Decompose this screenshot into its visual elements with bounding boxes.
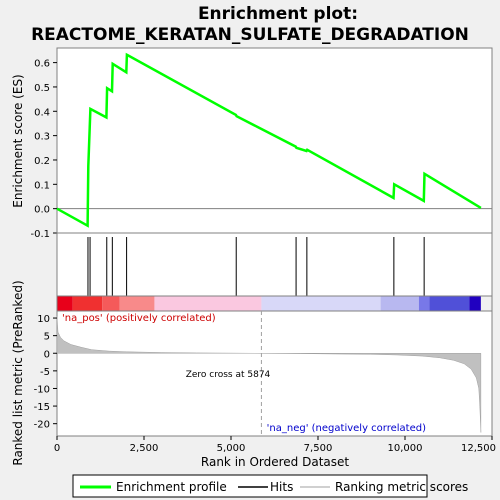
legend-enrichment-label: Enrichment profile [116, 480, 227, 494]
rank-x-axis: 0 2,500 5,000 7,500 10,000 12,500 [54, 436, 496, 454]
colorbar-segment [154, 296, 262, 311]
legend-ranking-label: Ranking metric scores [335, 480, 468, 494]
rank-x-tick-label: 5,000 [217, 443, 246, 454]
chart-title-line1: Enrichment plot: [198, 4, 358, 24]
rank-x-axis-label: Rank in Ordered Dataset [201, 455, 349, 469]
es-panel: -0.1 0.0 0.1 0.2 0.3 0.4 0.5 0.6 Enrichment sco… [11, 47, 493, 240]
colorbar-segment [57, 296, 73, 311]
negative-correlation-label: 'na_neg' (negatively correlated) [267, 423, 426, 434]
legend: Enrichment profile Hits Ranking metric s… [72, 474, 468, 498]
rank-x-tick-label: 10,000 [388, 443, 423, 454]
es-y-tick-label: 0.0 [34, 205, 50, 216]
zero-cross-label: Zero cross at 5874 [186, 370, 271, 380]
ranking-colorbar [56, 295, 493, 312]
ranking-metric-area [56, 316, 482, 433]
es-y-tick-label: 0.6 [34, 59, 50, 70]
rank-y-tick-label: 5 [44, 332, 50, 343]
ranked-metric-panel: -20 -15 -10 -5 0 5 10 0 2,500 5,000 7,500 10,000 12… [11, 280, 496, 469]
rank-y-axis-label: Ranked list metric (PreRanked) [11, 280, 25, 465]
colorbar-segment [102, 296, 120, 311]
rank-y-tick-label: 0 [44, 349, 50, 360]
rank-y-axis: -20 -15 -10 -5 0 5 10 [34, 314, 57, 431]
es-y-tick-label: 0.2 [34, 156, 50, 167]
hits-lines [87, 237, 425, 296]
hits-panel [56, 232, 493, 297]
colorbar-segment [119, 296, 155, 311]
rank-y-tick-label: 10 [37, 314, 50, 325]
rank-y-tick-label: -5 [40, 367, 50, 378]
colorbar-segment [72, 296, 103, 311]
es-y-tick-label: 0.5 [34, 83, 50, 94]
es-y-tick-label: -0.1 [30, 229, 50, 240]
rank-x-tick-label: 12,500 [461, 443, 496, 454]
colorbar-segment [469, 296, 481, 311]
rank-y-tick-label: -10 [34, 384, 50, 395]
rank-y-tick-label: -20 [34, 420, 50, 431]
colorbar-segment [261, 296, 381, 311]
rank-x-tick-label: 0 [54, 443, 60, 454]
rank-x-tick-label: 7,500 [304, 443, 333, 454]
colorbar-segment [418, 296, 430, 311]
rank-y-tick-label: -15 [34, 402, 50, 413]
chart-title-line2: REACTOME_KERATAN_SULFATE_DEGRADATION [31, 25, 469, 45]
es-y-tick-label: 0.4 [34, 107, 50, 118]
es-y-tick-label: 0.1 [34, 180, 50, 191]
es-y-axis: -0.1 0.0 0.1 0.2 0.3 0.4 0.5 0.6 [30, 59, 57, 240]
es-y-axis-label: Enrichment score (ES) [11, 74, 25, 207]
enrichment-profile-line [56, 52, 482, 228]
positive-correlation-label: 'na_pos' (positively correlated) [62, 313, 216, 324]
colorbar-segment [429, 296, 470, 311]
es-y-tick-label: 0.3 [34, 132, 50, 143]
rank-x-tick-label: 2,500 [130, 443, 159, 454]
colorbar-segment [380, 296, 419, 311]
legend-hits-label: Hits [270, 480, 293, 494]
